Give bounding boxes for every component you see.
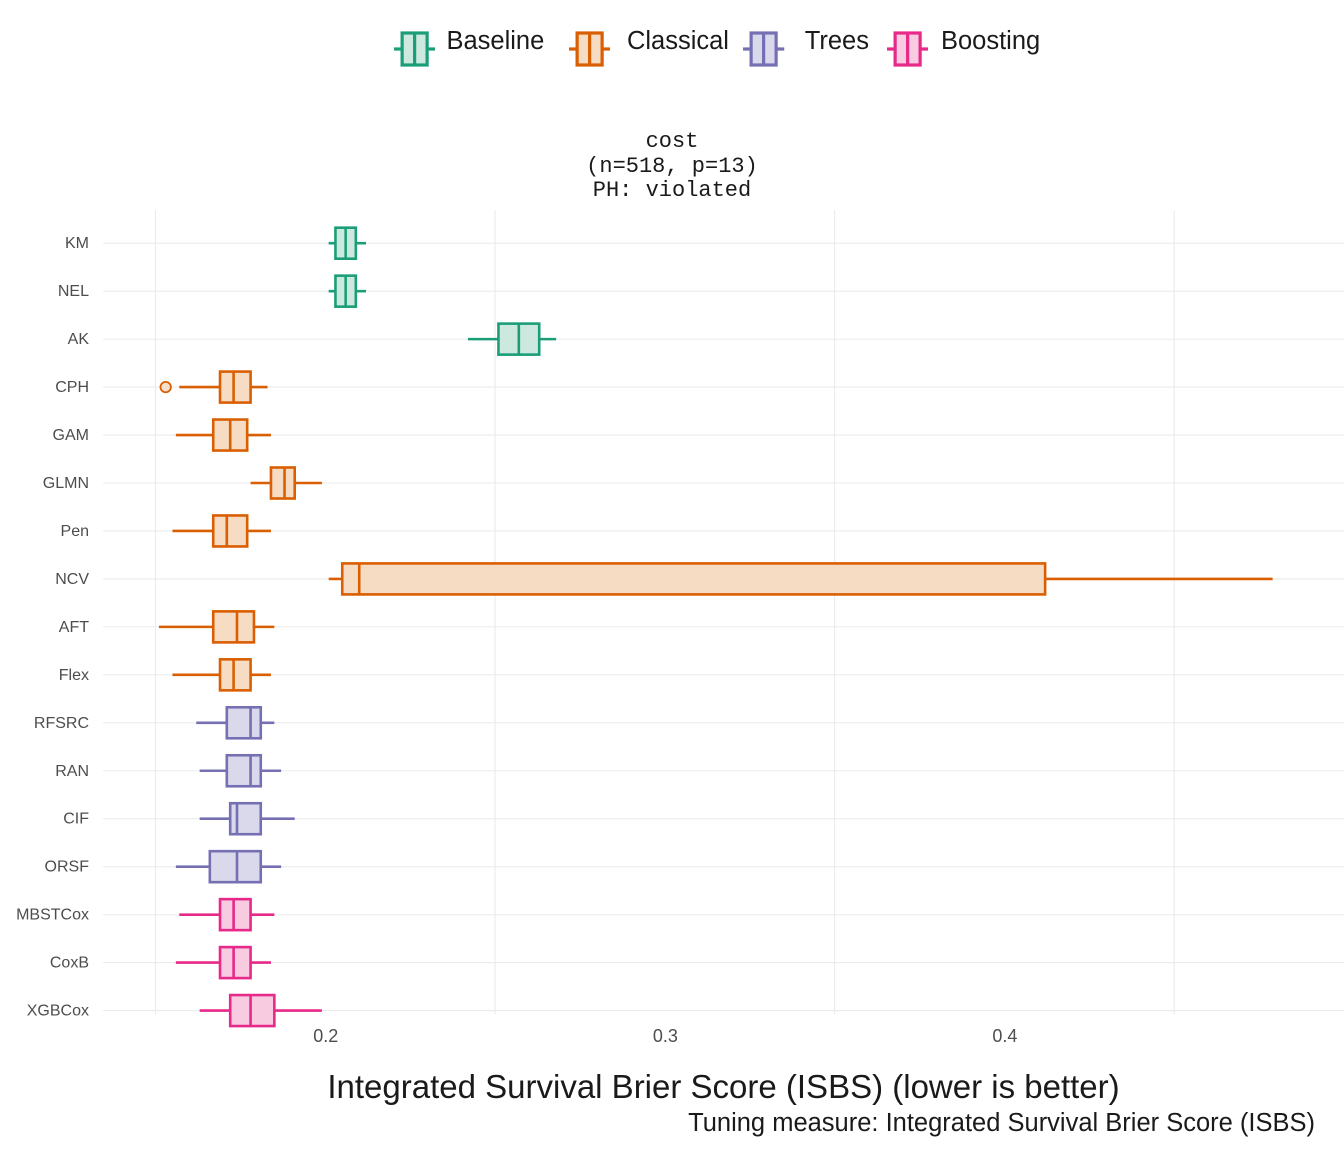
svg-text:0.3: 0.3 [653,1026,678,1046]
svg-text:NCV: NCV [55,571,89,588]
svg-text:GAM: GAM [53,427,89,444]
svg-text:XGBCox: XGBCox [27,1003,89,1020]
svg-text:NEL: NEL [58,283,89,300]
svg-text:Pen: Pen [61,523,89,540]
svg-text:AK: AK [68,331,90,348]
svg-text:CoxB: CoxB [50,955,89,972]
svg-text:KM: KM [65,235,89,252]
svg-text:RFSRC: RFSRC [34,715,89,732]
svg-text:ORSF: ORSF [45,859,90,876]
svg-text:CIF: CIF [63,811,89,828]
svg-text:0.4: 0.4 [992,1026,1017,1046]
svg-text:Flex: Flex [59,667,89,684]
svg-text:CPH: CPH [55,379,89,396]
svg-text:MBSTCox: MBSTCox [16,907,89,924]
svg-text:RAN: RAN [55,763,89,780]
svg-text:GLMN: GLMN [43,475,89,492]
svg-text:0.2: 0.2 [313,1026,338,1046]
svg-text:AFT: AFT [59,619,89,636]
